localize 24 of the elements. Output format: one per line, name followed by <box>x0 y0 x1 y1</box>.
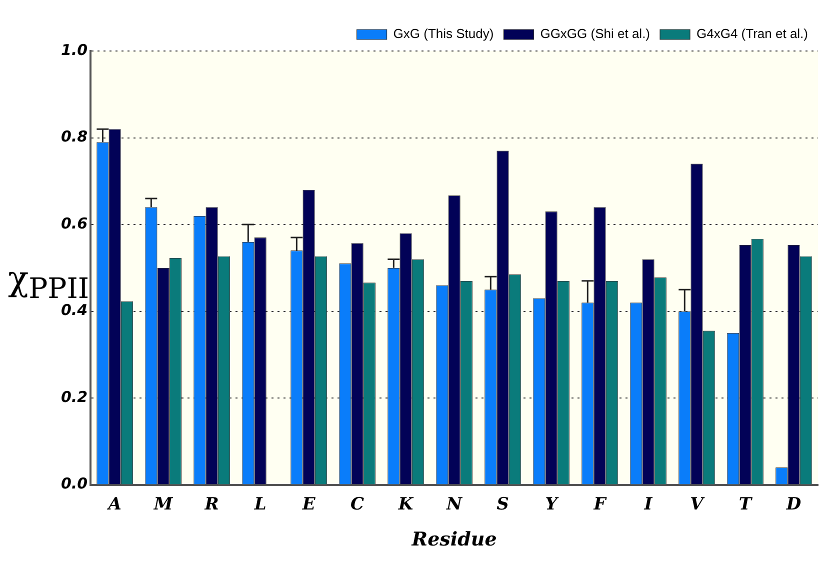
x-tick-label: S <box>496 494 509 514</box>
x-tick-label: E <box>301 494 316 514</box>
legend-label: GxG (This Study) <box>393 26 494 42</box>
x-tick-label: F <box>592 494 608 514</box>
y-tick-label: 0.2 <box>60 388 88 406</box>
legend-label: G4xG4 (Tran et al.) <box>696 26 808 42</box>
x-tick-label: R <box>204 494 219 514</box>
y-tick-label: 0.0 <box>60 474 88 493</box>
x-tick-label: N <box>446 494 464 514</box>
y-tick-label: 0.8 <box>60 128 88 146</box>
x-tick-label: M <box>152 494 174 514</box>
x-tick-label: I <box>643 494 654 514</box>
x-tick-label: V <box>690 494 706 514</box>
x-tick-label: K <box>397 494 414 514</box>
legend-label: GGxGG (Shi et al.) <box>540 26 650 42</box>
x-tick-label: C <box>350 494 365 514</box>
y-tick-label: 1.0 <box>60 40 88 59</box>
x-tick-label: Y <box>545 494 560 514</box>
x-tick-label: D <box>785 494 802 514</box>
y-tick-label: 0.6 <box>60 214 88 232</box>
x-tick-label: A <box>106 494 122 514</box>
x-axis-title: Residue <box>410 528 497 551</box>
x-tick-label: L <box>253 494 266 514</box>
x-tick-label: T <box>738 494 753 514</box>
